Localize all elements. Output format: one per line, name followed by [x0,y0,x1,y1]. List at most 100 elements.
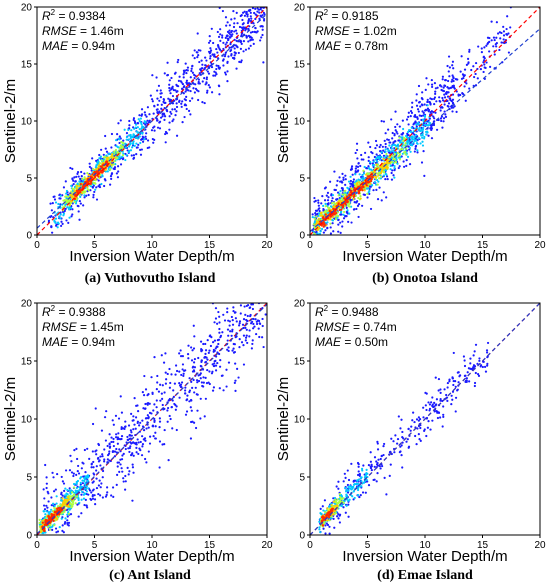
data-point [324,213,327,216]
data-point [205,76,209,79]
data-point [158,466,161,469]
data-point [206,89,209,92]
data-point [197,379,201,383]
data-point [78,199,81,203]
data-point [445,91,448,94]
data-point [409,139,412,142]
data-point [226,307,229,310]
data-point [99,464,102,467]
data-point [354,173,357,176]
data-point [184,386,187,389]
data-point [437,118,440,122]
data-point [79,190,82,194]
data-point [106,458,109,461]
data-point [420,161,424,164]
data-point [483,46,486,49]
data-point [176,84,179,87]
data-point [416,149,419,152]
data-point [407,427,410,431]
data-point [403,137,406,141]
data-point [128,127,131,130]
data-point [446,64,449,68]
data-point [157,84,161,87]
data-point [230,334,233,337]
data-point [158,426,161,429]
data-point [87,193,90,197]
data-point [164,130,168,134]
data-point [231,33,234,36]
data-point [488,40,491,43]
data-point [144,121,147,124]
x-tick-label: 5 [365,240,371,251]
data-point [442,117,446,120]
stat-annotation: R2 = 0.9388 [42,304,106,319]
data-point [184,392,187,395]
data-point [137,441,140,444]
data-point [329,232,333,235]
data-point [109,168,112,171]
data-point [85,485,88,488]
data-point [398,165,401,168]
data-point [95,465,98,468]
data-point [255,332,258,336]
data-point [415,104,419,107]
data-point [397,145,400,148]
data-point [56,226,59,229]
data-point [139,117,142,120]
data-point [177,79,180,82]
data-point [76,503,79,506]
x-tick-label: 0 [34,240,40,251]
data-point [194,87,198,90]
data-point [393,176,396,179]
data-point [446,381,449,385]
data-point [404,153,407,156]
data-point [51,471,54,474]
data-point [376,183,379,186]
data-point [117,461,121,464]
data-point [375,160,379,163]
data-point [434,90,437,93]
data-point [122,139,125,142]
data-point [56,472,59,476]
data-point [207,50,211,53]
x-tick-label: 10 [146,540,158,551]
data-point [339,221,342,224]
data-point [253,11,256,15]
data-point [168,414,171,418]
data-point [326,226,329,229]
data-point [156,111,159,114]
data-point [60,224,63,228]
data-point [152,425,155,428]
data-point [190,69,193,73]
data-point [132,471,135,474]
data-point [367,141,370,144]
data-point [234,44,237,47]
data-point [336,198,339,201]
data-point [451,93,455,96]
data-point [496,32,500,35]
data-point [331,197,334,200]
data-point [353,186,356,189]
data-point [137,118,140,121]
data-point [105,493,108,496]
data-point [204,397,207,400]
data-point [398,136,401,139]
data-point [91,497,95,500]
data-point [158,420,162,423]
data-point [145,115,148,118]
data-point [88,162,91,165]
data-point [476,77,479,80]
data-point [92,460,95,464]
data-point [394,110,397,113]
data-point [329,222,332,225]
data-point [159,89,162,92]
data-point [254,27,257,30]
data-point [61,505,64,508]
data-point [409,150,412,153]
data-point [214,347,217,350]
data-point [85,475,88,478]
data-point [76,170,80,174]
data-point [62,186,66,189]
data-point [367,156,370,159]
data-point [54,201,58,204]
